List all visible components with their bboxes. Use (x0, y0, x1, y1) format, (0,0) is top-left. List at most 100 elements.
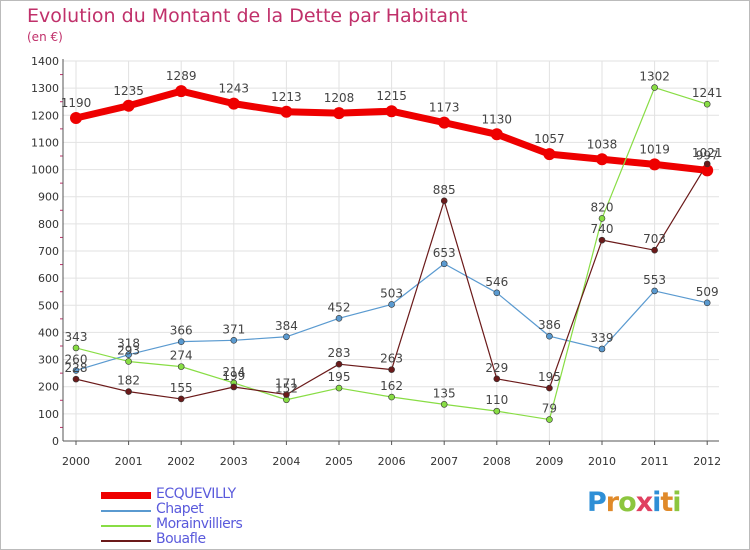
data-label: 171 (275, 377, 298, 391)
y-tick-label: 800 (38, 218, 59, 231)
data-point (440, 260, 448, 268)
data-label: 1302 (639, 70, 670, 84)
data-label: 195 (538, 370, 561, 384)
data-label: 885 (433, 183, 456, 197)
x-tick-label: 2007 (430, 455, 458, 468)
proxiti-logo: Proxiti (587, 487, 682, 518)
data-point (335, 384, 343, 392)
data-label: 1289 (166, 69, 197, 83)
y-tick-label: 300 (38, 354, 59, 367)
data-label: 260 (65, 352, 88, 366)
legend-label: Bouafle (156, 531, 206, 547)
legend-item-chapet: Chapet (101, 501, 321, 518)
data-point (283, 391, 290, 398)
data-point (438, 116, 451, 129)
x-tick-label: 2002 (167, 455, 195, 468)
data-point (651, 287, 658, 295)
data-label: 820 (591, 200, 614, 214)
data-point (543, 148, 556, 161)
data-label: 546 (485, 275, 508, 289)
data-label: 503 (380, 286, 403, 300)
y-tick-label: 900 (38, 191, 59, 204)
x-tick-label: 2006 (378, 455, 406, 468)
data-label: 343 (65, 330, 88, 344)
x-tick-label: 2004 (272, 455, 300, 468)
legend-item-bouafle: Bouafle (101, 531, 321, 548)
x-tick-label: 2000 (62, 455, 90, 468)
data-label: 384 (275, 319, 298, 333)
data-point (493, 407, 501, 415)
data-label: 1173 (429, 101, 460, 115)
data-label: 135 (433, 386, 456, 400)
x-tick-label: 2005 (325, 455, 353, 468)
data-point (333, 107, 345, 120)
x-tick-label: 2003 (220, 455, 248, 468)
data-label: 1021 (692, 146, 723, 160)
data-point (335, 360, 343, 368)
data-label: 229 (485, 361, 508, 375)
legend-item-morainvilliers: Morainvilliers (101, 516, 321, 533)
data-point (385, 105, 398, 118)
data-label: 553 (643, 273, 666, 287)
data-label: 1241 (692, 86, 723, 100)
data-point (283, 333, 290, 341)
data-label: 1038 (587, 137, 618, 151)
x-tick-label: 2009 (535, 455, 563, 468)
data-label: 155 (170, 381, 193, 395)
y-tick-label: 100 (38, 408, 59, 421)
legend-swatch (101, 540, 151, 542)
data-label: 1243 (219, 82, 250, 96)
data-label: 1057 (534, 132, 565, 146)
data-point (230, 383, 238, 391)
data-point (546, 416, 553, 423)
data-label: 1215 (376, 89, 407, 103)
y-tick-label: 400 (38, 326, 59, 339)
y-tick-label: 1300 (31, 82, 59, 95)
data-label: 199 (222, 369, 245, 383)
data-label: 740 (591, 222, 614, 236)
data-label: 110 (485, 393, 508, 407)
data-point (651, 246, 658, 254)
data-label: 318 (117, 337, 140, 351)
y-tick-label: 1000 (31, 164, 59, 177)
data-point (490, 128, 503, 141)
data-label: 386 (538, 318, 561, 332)
chart-subtitle: (en €) (27, 30, 63, 44)
data-point (596, 153, 608, 166)
data-label: 293 (117, 343, 140, 357)
data-point (175, 85, 188, 98)
data-point (440, 401, 448, 408)
y-tick-label: 200 (38, 381, 59, 394)
data-point (125, 351, 132, 358)
data-point (335, 315, 343, 322)
data-label: 509 (696, 285, 719, 299)
data-point (72, 375, 80, 383)
data-label: 274 (170, 349, 193, 363)
data-point (701, 164, 714, 177)
data-point (388, 366, 395, 373)
data-point (598, 236, 606, 244)
data-point (440, 197, 448, 205)
data-label: 1190 (61, 96, 92, 110)
data-label: 1208 (324, 91, 355, 105)
data-label: 1235 (113, 84, 144, 98)
data-point (703, 100, 711, 108)
data-point (177, 363, 185, 370)
x-tick-label: 2012 (693, 455, 721, 468)
data-point (230, 336, 238, 344)
data-label: 366 (170, 324, 193, 338)
legend-label: Morainvilliers (156, 516, 243, 532)
data-label: 195 (328, 370, 351, 384)
data-label: 1130 (482, 112, 513, 126)
legend-item-ecquevilly: ECQUEVILLY (101, 486, 321, 503)
data-label: 263 (380, 352, 403, 366)
data-point (388, 301, 395, 308)
data-point (598, 345, 606, 353)
legend-swatch (101, 492, 151, 499)
data-point (598, 215, 606, 222)
y-tick-label: 500 (38, 299, 59, 312)
data-point (280, 105, 293, 118)
y-tick-label: 1100 (31, 136, 59, 149)
data-point (703, 299, 711, 307)
